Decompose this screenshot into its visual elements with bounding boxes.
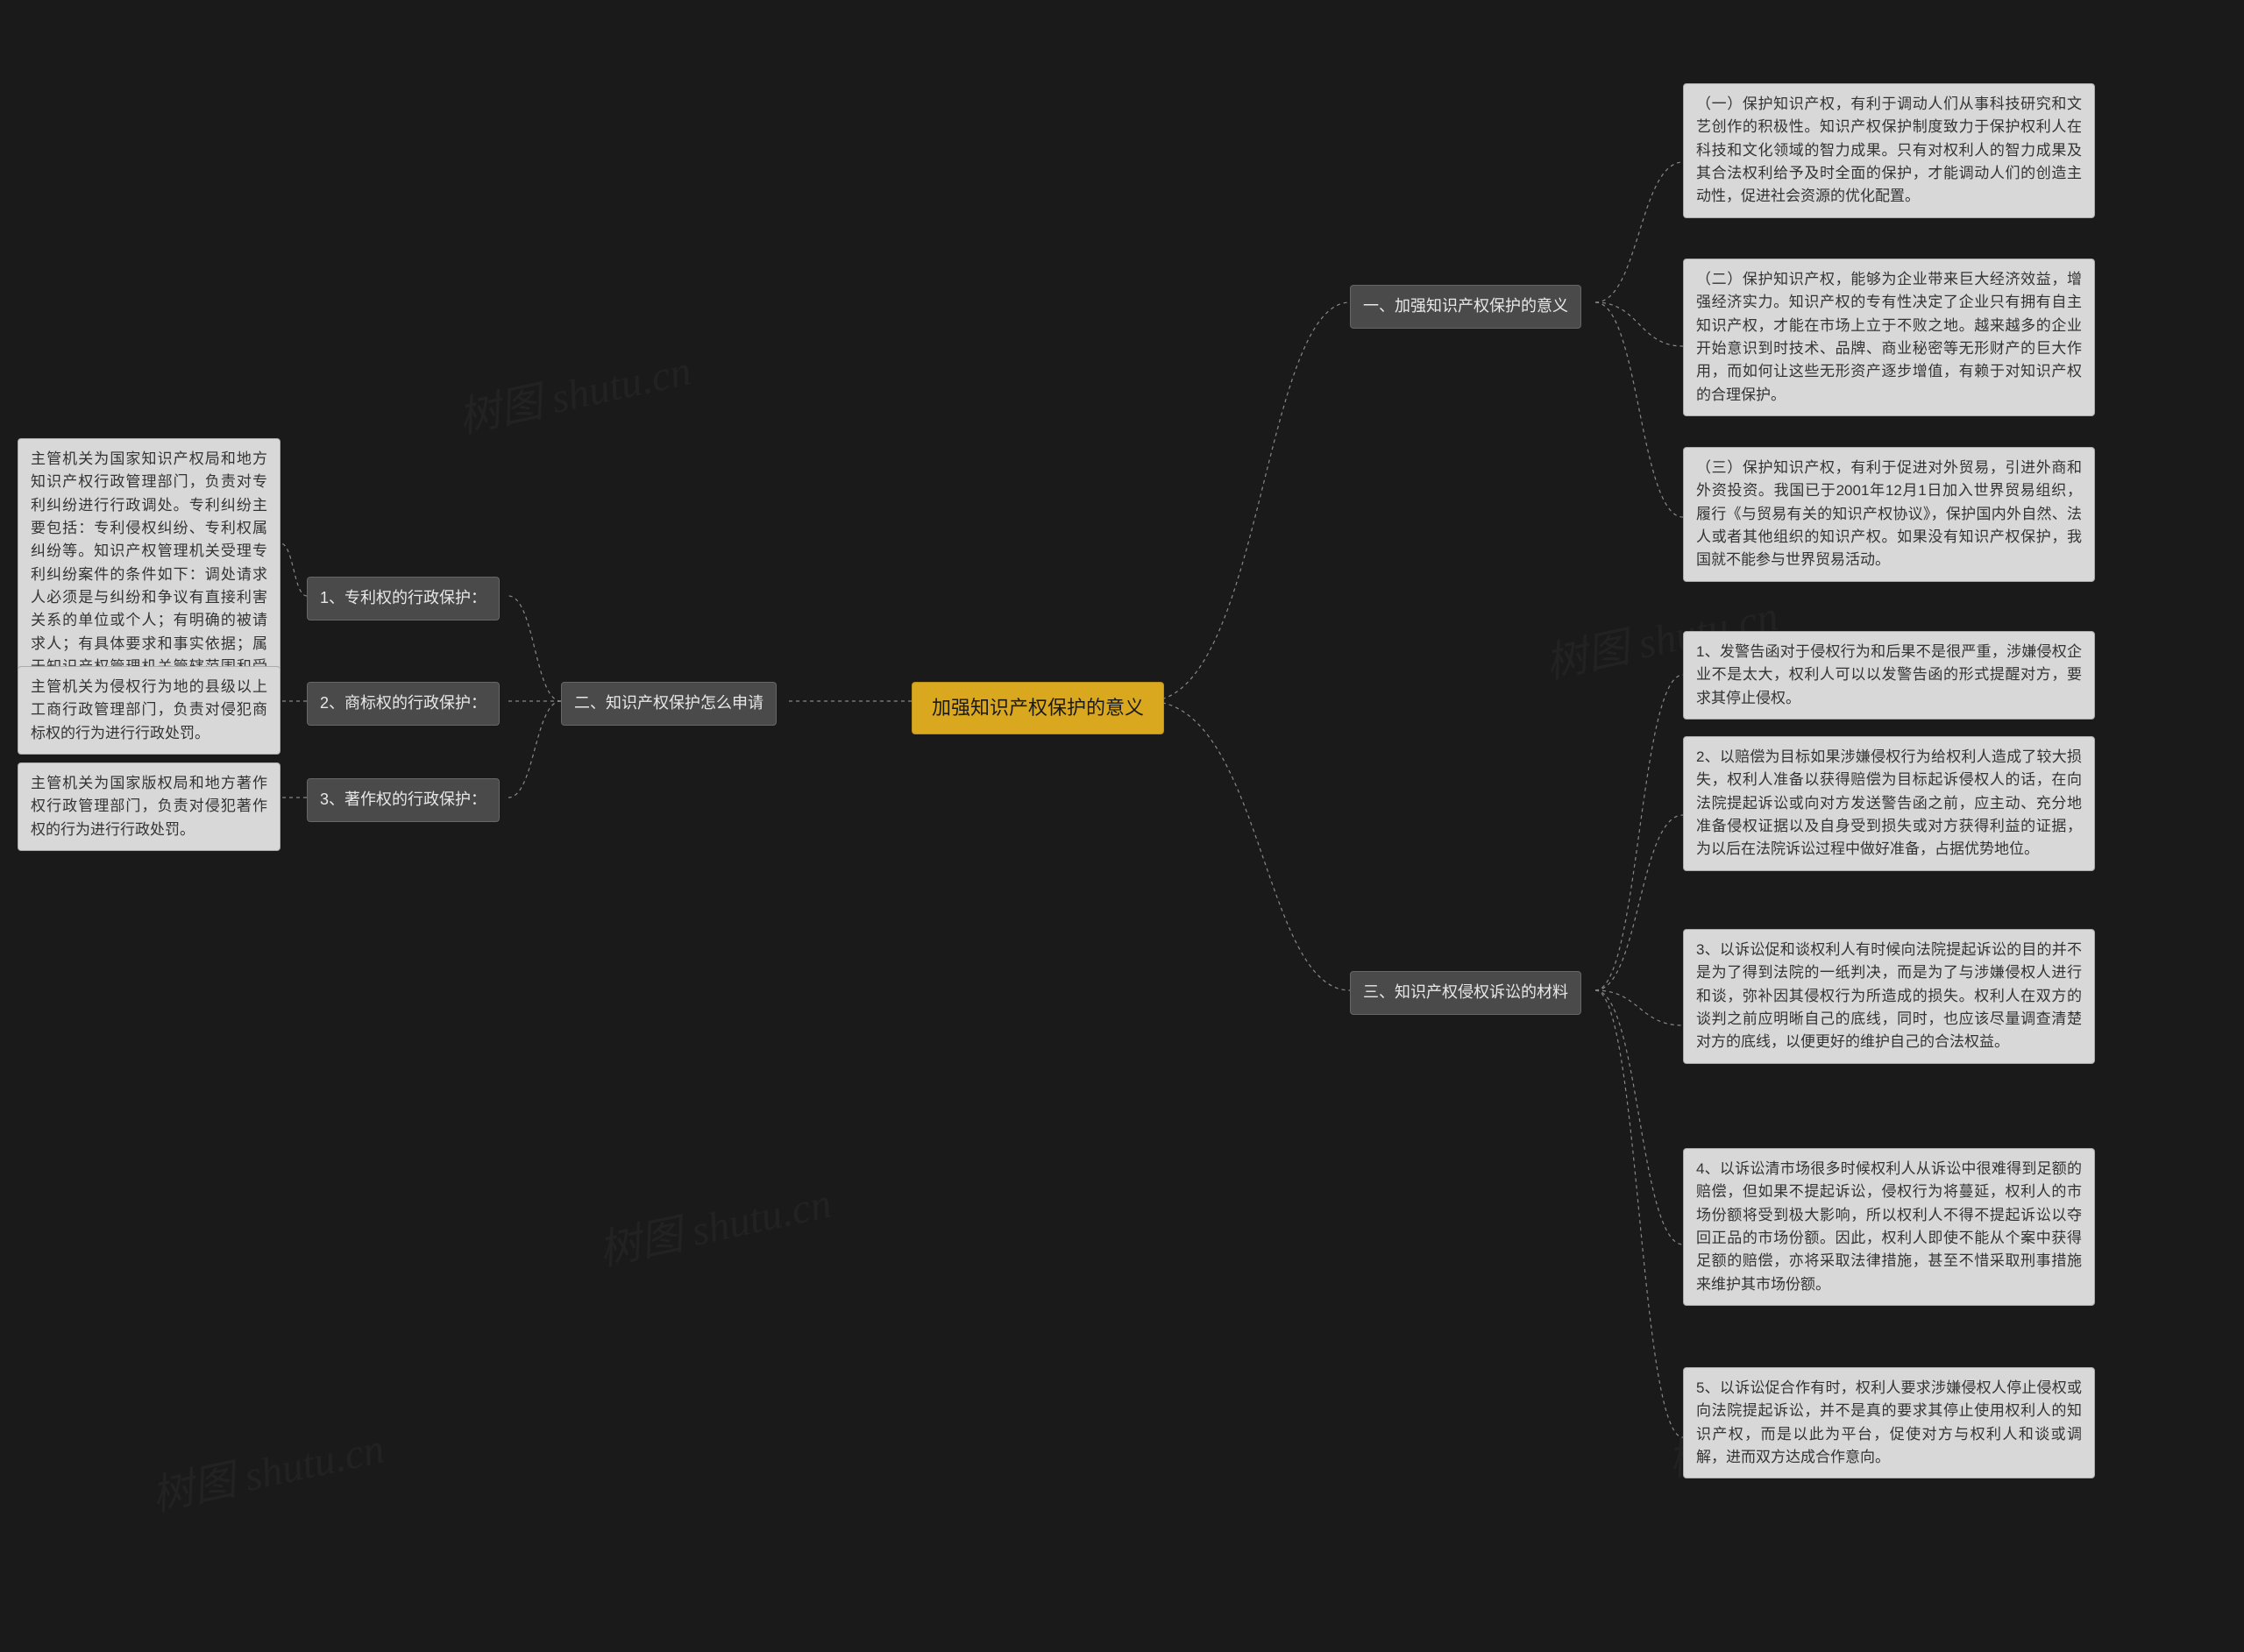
- branch-2-sub-1[interactable]: 1、专利权的行政保护：: [307, 577, 500, 620]
- sub-label: 2、商标权的行政保护：: [320, 694, 486, 712]
- leaf-text: 3、以诉讼促和谈权利人有时候向法院提起诉讼的目的并不是为了得到法院的一纸判决，而…: [1696, 941, 2082, 1050]
- branch-1-item-3[interactable]: （三）保护知识产权，有利于促进对外贸易，引进外商和外资投资。我国已于2001年1…: [1683, 447, 2095, 582]
- root-label: 加强知识产权保护的意义: [932, 697, 1144, 719]
- leaf-text: 5、以诉讼促合作有时，权利人要求涉嫌侵权人停止侵权或向法院提起诉讼，并不是真的要…: [1696, 1379, 2082, 1465]
- branch-3-item-5[interactable]: 5、以诉讼促合作有时，权利人要求涉嫌侵权人停止侵权或向法院提起诉讼，并不是真的要…: [1683, 1367, 2095, 1478]
- root-node[interactable]: 加强知识产权保护的意义: [912, 682, 1164, 734]
- watermark: 树图 shutu.cn: [452, 336, 696, 444]
- leaf-text: 2、以赔偿为目标如果涉嫌侵权行为给权利人造成了较大损失，权利人准备以获得赔偿为目…: [1696, 748, 2082, 857]
- branch-2-label: 二、知识产权保护怎么申请: [574, 694, 763, 712]
- branch-3-item-3[interactable]: 3、以诉讼促和谈权利人有时候向法院提起诉讼的目的并不是为了得到法院的一纸判决，而…: [1683, 929, 2095, 1064]
- sub-label: 1、专利权的行政保护：: [320, 589, 486, 606]
- leaf-text: （三）保护知识产权，有利于促进对外贸易，引进外商和外资投资。我国已于2001年1…: [1696, 459, 2082, 568]
- sub-label: 3、著作权的行政保护：: [320, 791, 486, 808]
- leaf-text: （二）保护知识产权，能够为企业带来巨大经济效益，增强经济实力。知识产权的专有性决…: [1696, 271, 2082, 403]
- branch-3[interactable]: 三、知识产权侵权诉讼的材料: [1350, 971, 1581, 1015]
- leaf-text: 主管机关为侵权行为地的县级以上工商行政管理部门，负责对侵犯商标权的行为进行行政处…: [31, 678, 267, 741]
- branch-2-sub-3[interactable]: 3、著作权的行政保护：: [307, 778, 500, 822]
- leaf-text: 4、以诉讼清市场很多时候权利人从诉讼中很难得到足额的赔偿，但如果不提起诉讼，侵权…: [1696, 1160, 2082, 1293]
- branch-2-sub-2[interactable]: 2、商标权的行政保护：: [307, 682, 500, 726]
- branch-2-desc-2[interactable]: 主管机关为侵权行为地的县级以上工商行政管理部门，负责对侵犯商标权的行为进行行政处…: [18, 666, 280, 755]
- branch-2[interactable]: 二、知识产权保护怎么申请: [561, 682, 777, 726]
- branch-3-item-2[interactable]: 2、以赔偿为目标如果涉嫌侵权行为给权利人造成了较大损失，权利人准备以获得赔偿为目…: [1683, 736, 2095, 871]
- branch-3-label: 三、知识产权侵权诉讼的材料: [1363, 983, 1568, 1001]
- leaf-text: 1、发警告函对于侵权行为和后果不是很严重，涉嫌侵权企业不是太大，权利人可以以发警…: [1696, 643, 2082, 706]
- branch-2-desc-3[interactable]: 主管机关为国家版权局和地方著作权行政管理部门，负责对侵犯著作权的行为进行行政处罚…: [18, 762, 280, 851]
- branch-3-item-1[interactable]: 1、发警告函对于侵权行为和后果不是很严重，涉嫌侵权企业不是太大，权利人可以以发警…: [1683, 631, 2095, 720]
- branch-1-label: 一、加强知识产权保护的意义: [1363, 297, 1568, 315]
- branch-1[interactable]: 一、加强知识产权保护的意义: [1350, 285, 1581, 329]
- leaf-text: （一）保护知识产权，有利于调动人们从事科技研究和文艺创作的积极性。知识产权保护制…: [1696, 96, 2082, 204]
- leaf-text: 主管机关为国家版权局和地方著作权行政管理部门，负责对侵犯著作权的行为进行行政处罚…: [31, 775, 267, 838]
- branch-3-item-4[interactable]: 4、以诉讼清市场很多时候权利人从诉讼中很难得到足额的赔偿，但如果不提起诉讼，侵权…: [1683, 1148, 2095, 1306]
- watermark: 树图 shutu.cn: [146, 1414, 389, 1522]
- branch-1-item-1[interactable]: （一）保护知识产权，有利于调动人们从事科技研究和文艺创作的积极性。知识产权保护制…: [1683, 83, 2095, 218]
- branch-1-item-2[interactable]: （二）保护知识产权，能够为企业带来巨大经济效益，增强经济实力。知识产权的专有性决…: [1683, 259, 2095, 416]
- watermark: 树图 shutu.cn: [593, 1168, 836, 1277]
